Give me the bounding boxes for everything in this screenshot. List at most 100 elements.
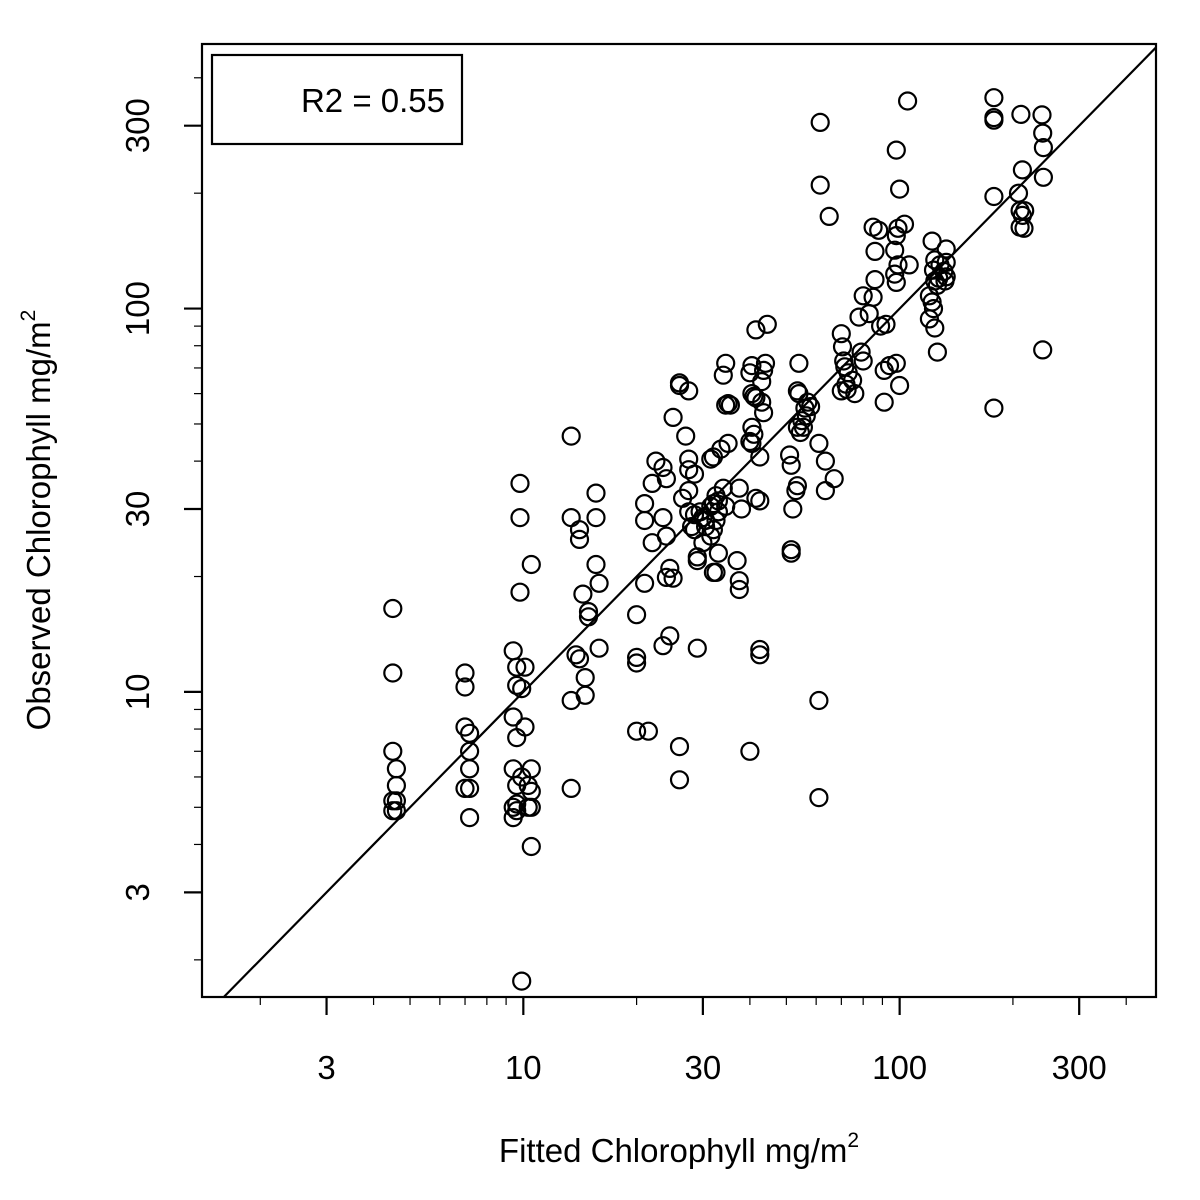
data-point xyxy=(809,433,829,453)
data-point xyxy=(679,449,699,469)
data-point xyxy=(792,411,812,431)
data-point xyxy=(729,571,749,591)
data-point xyxy=(515,717,535,737)
data-point xyxy=(653,457,673,478)
data-point xyxy=(460,759,480,779)
data-point xyxy=(676,426,696,446)
data-point xyxy=(845,384,865,404)
data-point xyxy=(729,478,749,498)
data-point xyxy=(679,460,699,480)
x-tick-label: 30 xyxy=(685,1049,722,1086)
data-point xyxy=(935,271,955,291)
legend-text: R2 = 0.55 xyxy=(301,82,445,119)
data-point xyxy=(755,353,776,373)
data-point xyxy=(727,550,747,571)
data-point xyxy=(1033,167,1054,187)
data-point xyxy=(889,179,910,199)
data-point xyxy=(701,449,721,469)
data-point xyxy=(1032,105,1052,125)
data-point xyxy=(455,663,475,683)
data-point xyxy=(589,573,609,593)
legend-box xyxy=(210,53,464,146)
data-point xyxy=(634,573,655,593)
data-point xyxy=(936,239,956,259)
data-point xyxy=(720,395,741,415)
data-point xyxy=(679,481,699,501)
data-point xyxy=(687,547,707,567)
data-point xyxy=(819,206,839,226)
data-point xyxy=(503,807,523,828)
data-point xyxy=(586,483,606,503)
data-point xyxy=(886,353,906,373)
data-point xyxy=(669,736,690,757)
data-point xyxy=(386,791,406,811)
data-point xyxy=(729,579,749,600)
data-point xyxy=(626,721,647,741)
data-point xyxy=(566,645,586,665)
data-point xyxy=(809,690,829,711)
data-point xyxy=(638,721,659,741)
data-point xyxy=(815,481,836,501)
data-point xyxy=(660,626,680,646)
data-point xyxy=(925,318,945,338)
data-point xyxy=(626,653,647,673)
data-point xyxy=(660,558,680,579)
x-axis-title-text: Fitted Chlorophyll mg/m xyxy=(499,1132,847,1169)
data-point xyxy=(793,417,814,437)
data-point xyxy=(561,690,581,711)
data-point xyxy=(899,255,919,275)
data-point xyxy=(708,543,729,563)
data-point xyxy=(922,231,942,251)
data-point xyxy=(386,801,406,821)
data-point xyxy=(1012,160,1033,180)
data-point xyxy=(746,388,766,408)
data-point xyxy=(589,638,609,658)
data-point xyxy=(687,638,707,658)
data-point xyxy=(679,502,699,522)
data-point xyxy=(865,241,885,261)
data-point xyxy=(781,543,801,563)
data-point xyxy=(569,649,590,669)
data-point xyxy=(684,520,705,540)
data-point xyxy=(687,550,707,571)
y-tick-label: 100 xyxy=(119,281,156,336)
data-point xyxy=(711,439,731,459)
data-point xyxy=(569,520,590,540)
data-points xyxy=(383,88,1054,991)
data-point xyxy=(752,392,772,412)
data-point xyxy=(757,314,777,334)
data-point xyxy=(510,582,530,602)
data-point xyxy=(832,337,853,357)
data-point xyxy=(455,778,475,799)
data-point xyxy=(809,787,829,808)
data-point xyxy=(634,510,655,531)
data-point xyxy=(383,598,403,619)
data-point xyxy=(561,507,581,528)
data-point xyxy=(789,384,809,404)
x-tick-label: 300 xyxy=(1052,1049,1107,1086)
data-point xyxy=(746,488,766,508)
data-point xyxy=(894,214,915,234)
data-point xyxy=(744,424,764,444)
data-point xyxy=(713,365,733,385)
data-point xyxy=(1011,104,1031,125)
data-point xyxy=(831,324,851,344)
data-point xyxy=(573,584,593,604)
reference-line-1to1 xyxy=(223,46,1157,998)
data-point xyxy=(455,717,475,737)
data-point xyxy=(575,667,595,688)
data-point xyxy=(984,110,1004,130)
y-axis-title-text: Observed Chlorophyll mg/m xyxy=(20,321,57,730)
data-point xyxy=(656,526,677,546)
data-point xyxy=(886,140,906,160)
data-point xyxy=(810,112,830,133)
data-point xyxy=(923,299,944,319)
y-axis-title-superscript: 2 xyxy=(17,310,40,322)
data-point xyxy=(653,636,673,656)
data-point xyxy=(849,307,869,327)
data-point xyxy=(460,807,480,828)
data-point xyxy=(386,759,406,779)
data-point xyxy=(586,554,606,575)
data-point xyxy=(853,286,873,306)
y-tick-label: 30 xyxy=(119,491,156,528)
